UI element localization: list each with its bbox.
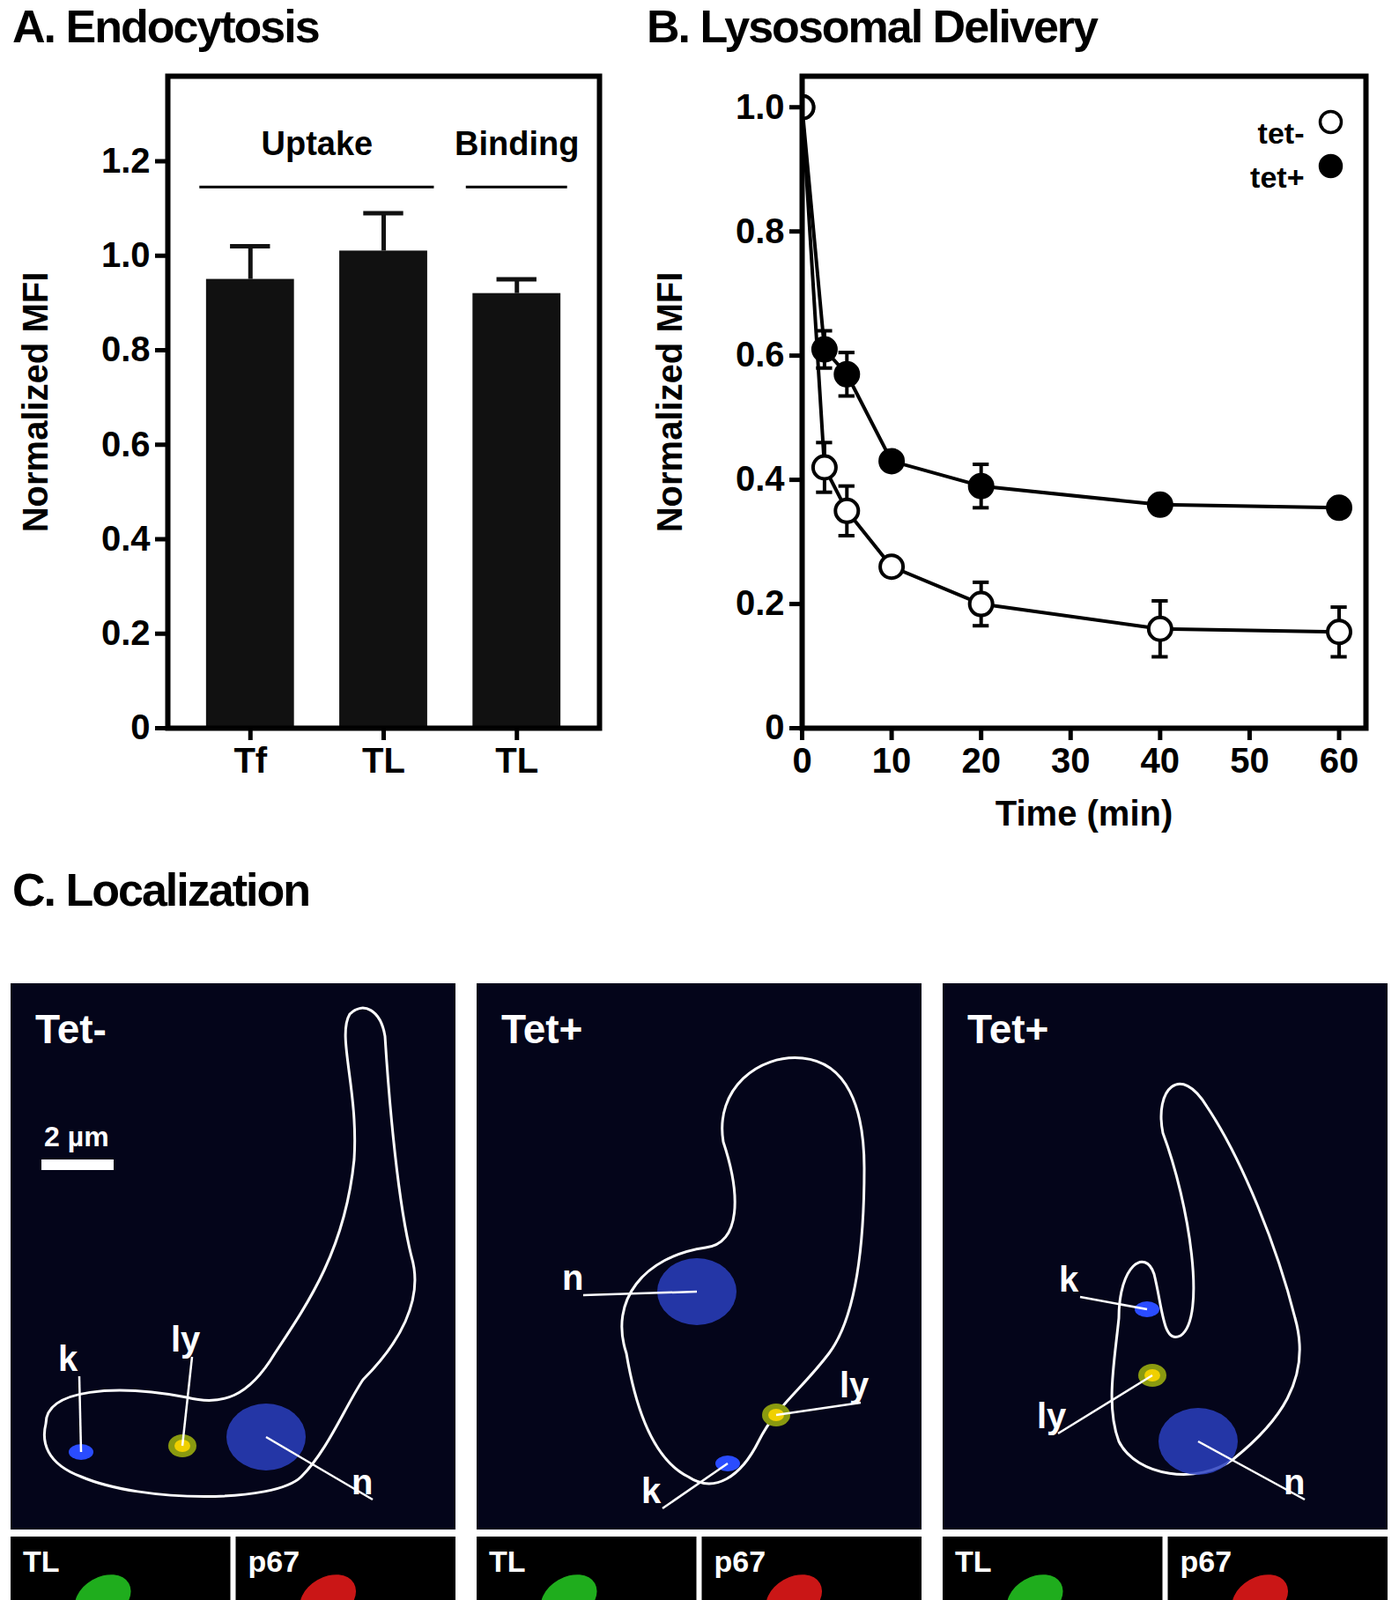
svg-text:1.2: 1.2 <box>101 140 151 180</box>
svg-text:30: 30 <box>1051 740 1091 780</box>
svg-text:0.6: 0.6 <box>735 334 785 374</box>
svg-text:Normalized MFI: Normalized MFI <box>650 272 689 533</box>
svg-text:Uptake: Uptake <box>261 125 374 163</box>
svg-text:tet+: tet+ <box>1250 160 1304 194</box>
svg-text:TL: TL <box>495 740 539 780</box>
svg-text:Tet-: Tet- <box>35 1006 107 1052</box>
svg-text:0.6: 0.6 <box>101 424 151 464</box>
html-text:A. Endocytosis: A. Endocytosis <box>12 0 319 52</box>
svg-text:0.4: 0.4 <box>101 518 151 558</box>
svg-text:0: 0 <box>130 707 150 747</box>
svg-text:0.2: 0.2 <box>101 613 151 652</box>
svg-text:p67: p67 <box>248 1544 301 1578</box>
svg-text:50: 50 <box>1229 740 1270 780</box>
svg-text:0.8: 0.8 <box>101 329 151 369</box>
svg-text:ly: ly <box>839 1365 870 1405</box>
svg-text:TL: TL <box>362 740 406 780</box>
svg-text:Binding: Binding <box>454 125 579 163</box>
svg-text:p67: p67 <box>1180 1544 1233 1578</box>
svg-text:ly: ly <box>170 1319 201 1359</box>
svg-text:0.2: 0.2 <box>735 583 785 622</box>
svg-text:tet-: tet- <box>1258 116 1305 150</box>
svg-text:ly: ly <box>1036 1396 1067 1436</box>
svg-text:0.8: 0.8 <box>735 210 785 250</box>
svg-text:0.4: 0.4 <box>735 458 785 498</box>
svg-text:0: 0 <box>792 740 812 780</box>
svg-text:Tet+: Tet+ <box>967 1006 1049 1052</box>
svg-text:n: n <box>562 1258 584 1297</box>
svg-text:p67: p67 <box>714 1544 767 1578</box>
svg-text:60: 60 <box>1319 740 1360 780</box>
svg-text:1.0: 1.0 <box>101 235 151 274</box>
svg-text:10: 10 <box>872 740 912 780</box>
svg-text:Time (min): Time (min) <box>995 793 1174 833</box>
svg-text:Normalized MFI: Normalized MFI <box>15 272 55 533</box>
svg-text:k: k <box>641 1471 662 1511</box>
svg-text:Tet+: Tet+ <box>501 1006 583 1052</box>
html-text:B. Lysosomal Delivery: B. Lysosomal Delivery <box>646 0 1097 52</box>
svg-text:20: 20 <box>961 740 1001 780</box>
svg-text:TL: TL <box>488 1544 526 1578</box>
svg-text:TL: TL <box>954 1544 992 1578</box>
svg-text:2 µm: 2 µm <box>44 1120 110 1153</box>
svg-text:1.0: 1.0 <box>735 87 785 126</box>
svg-text:TL: TL <box>22 1544 60 1578</box>
svg-text:Tf: Tf <box>233 740 267 780</box>
html-text:C. Localization: C. Localization <box>12 864 310 916</box>
svg-text:k: k <box>1058 1259 1080 1299</box>
svg-text:n: n <box>1283 1462 1305 1502</box>
svg-text:k: k <box>58 1339 79 1378</box>
svg-text:0: 0 <box>764 707 785 747</box>
svg-text:40: 40 <box>1140 740 1181 780</box>
svg-text:n: n <box>351 1462 373 1502</box>
